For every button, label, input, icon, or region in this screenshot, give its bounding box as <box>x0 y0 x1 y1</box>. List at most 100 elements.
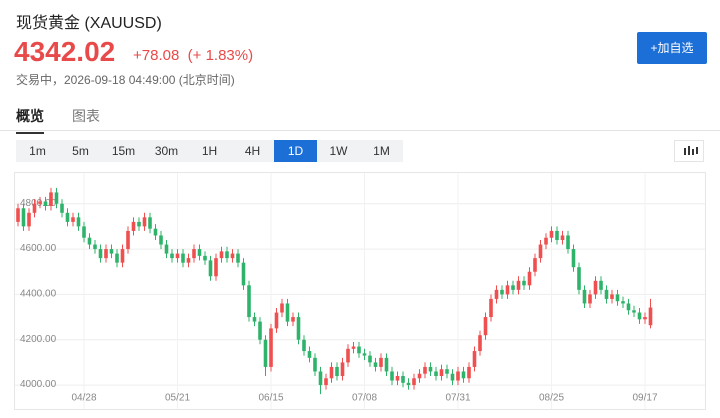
candle-body <box>467 366 471 379</box>
candle-body <box>296 317 301 340</box>
candle-body <box>500 289 504 295</box>
candle-body <box>291 317 295 322</box>
candle-body <box>395 376 400 381</box>
candle-body <box>362 353 367 356</box>
candle-body <box>456 371 460 381</box>
x-tick-label: 04/28 <box>71 393 96 404</box>
candle-body <box>258 321 262 340</box>
candle-body <box>252 317 257 322</box>
candle-body <box>472 351 477 367</box>
candle-body <box>131 221 136 231</box>
candle-body <box>203 255 207 261</box>
candle-body <box>599 280 603 290</box>
candle-body <box>566 235 570 250</box>
candle-body <box>527 271 532 286</box>
candle-body <box>555 230 559 240</box>
status: 交易中，2026-09-18 04:49:00 (北京时间) <box>16 73 235 87</box>
tabs: 概览 图表 <box>0 104 720 134</box>
interval-button[interactable]: 1D <box>274 140 317 162</box>
candle-body <box>505 285 510 295</box>
x-tick-label: 07/08 <box>352 393 377 404</box>
candle-body <box>241 262 246 286</box>
candle-body <box>219 251 224 259</box>
candle-body <box>280 303 284 313</box>
y-tick-label: 4400.00 <box>20 289 57 300</box>
interval-button[interactable]: 5m <box>72 144 89 158</box>
candle-body <box>153 228 158 236</box>
interval-bar: 1m 5m 15m 30m 1H 4H 1D 1W 1M <box>16 140 403 162</box>
interval-button[interactable]: 1m <box>29 144 46 158</box>
candle-body <box>423 366 427 374</box>
interval-button[interactable]: 1H <box>201 144 218 158</box>
candle-body <box>82 226 86 238</box>
x-tick-label: 06/15 <box>258 393 283 404</box>
interval-button[interactable]: 15m <box>111 144 136 158</box>
chart-type-button[interactable] <box>674 140 704 162</box>
watch-button[interactable]: +加自选 <box>637 32 707 64</box>
candle-body <box>412 378 416 386</box>
candle-body <box>54 192 59 204</box>
title: 现货黄金 (XAUUSD) <box>16 15 162 32</box>
candle-body <box>170 253 174 259</box>
candle-body <box>274 312 279 329</box>
candle-body <box>615 294 620 302</box>
candle-body <box>302 339 306 352</box>
chart-frame <box>14 172 706 410</box>
candle-body <box>511 285 515 290</box>
candle-body <box>230 253 235 259</box>
candle-body <box>137 221 141 227</box>
candle-body <box>593 280 598 295</box>
tab[interactable]: 图表 <box>72 108 100 124</box>
candle-body <box>538 244 543 259</box>
candle-body <box>115 253 119 263</box>
candle-body <box>384 357 389 372</box>
candle-body <box>604 289 609 299</box>
interval-button[interactable]: 1M <box>373 144 390 158</box>
candle-body <box>49 192 53 206</box>
candle-body <box>516 280 521 290</box>
interval-button[interactable]: 4H <box>244 144 261 158</box>
candle-body <box>104 249 108 259</box>
candle-body <box>16 208 20 222</box>
candle-body <box>159 235 163 245</box>
candle-body <box>648 307 653 326</box>
change-value: +78.08 <box>133 47 180 64</box>
candle-body <box>71 217 75 222</box>
candle-body <box>313 357 317 372</box>
candle-body <box>65 212 70 222</box>
candle-body <box>324 378 328 386</box>
candle-body <box>126 230 130 250</box>
candle-body <box>621 301 625 304</box>
candle-body <box>571 249 576 268</box>
x-tick-label: 07/31 <box>445 393 470 404</box>
tab[interactable]: 概览 <box>16 106 44 134</box>
candle-body <box>214 258 218 277</box>
candle-body <box>401 376 405 383</box>
candle-body <box>494 289 499 299</box>
candle-body <box>340 362 345 376</box>
candle-body <box>439 369 444 376</box>
candle-body <box>269 328 273 367</box>
candle-body <box>643 317 647 320</box>
interval-button[interactable]: 30m <box>154 144 179 158</box>
candle-body <box>60 203 64 213</box>
x-tick-label: 09/17 <box>632 393 657 404</box>
candle-body <box>38 201 42 204</box>
candle-body <box>32 203 37 213</box>
candle-body <box>549 230 554 238</box>
candle-body <box>489 298 493 318</box>
candle-body <box>428 366 433 372</box>
candle-body <box>522 280 526 286</box>
interval-button[interactable]: 1W <box>329 144 348 158</box>
candle-body <box>329 366 334 379</box>
candle-body <box>148 217 152 229</box>
candle-body <box>533 258 537 272</box>
candle-body <box>351 346 356 349</box>
candle-body <box>577 267 581 290</box>
candle-body <box>263 339 268 367</box>
candle-body <box>379 357 383 367</box>
candle-body <box>307 351 312 358</box>
candle-body <box>247 285 251 318</box>
candle-body <box>98 249 103 259</box>
